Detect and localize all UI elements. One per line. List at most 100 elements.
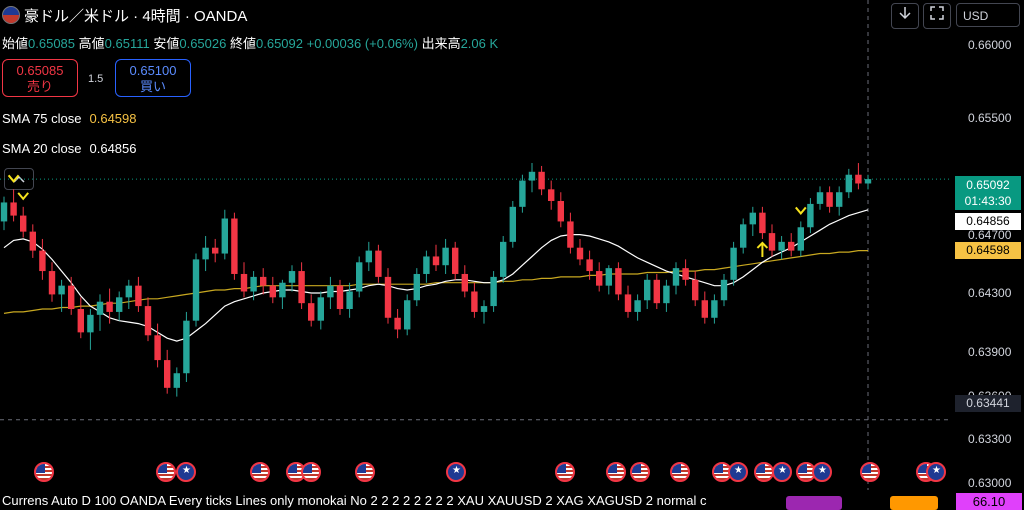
candle-body (375, 250, 382, 277)
candle-body (288, 271, 296, 283)
status-pill-purple (786, 496, 842, 510)
candle-body (77, 309, 84, 333)
us-flag-event-icon[interactable] (630, 462, 650, 482)
us-flag-event-icon[interactable] (301, 462, 321, 482)
au-flag-event-icon[interactable] (772, 462, 792, 482)
us-flag-event-icon[interactable] (555, 462, 575, 482)
low-label: 安値 (153, 36, 180, 51)
candle-body (682, 268, 689, 280)
fullscreen-icon (930, 6, 944, 20)
au-flag-event-icon[interactable] (812, 462, 832, 482)
candle-body (336, 285, 344, 310)
sma20-line (3, 209, 869, 342)
candle-body (327, 285, 334, 298)
volume-label: 出来高 (421, 36, 461, 51)
candle-body (615, 268, 622, 295)
download-button[interactable] (891, 3, 919, 29)
volume-value: 2.06 K (460, 36, 499, 51)
last-price: 0.65092 (966, 178, 1010, 192)
au-flag-event-icon[interactable] (176, 462, 196, 482)
candle-body (605, 268, 612, 286)
candle-body (480, 306, 488, 312)
candle-body (192, 259, 200, 321)
candle-body (490, 276, 497, 307)
candle-body (384, 276, 392, 318)
spread-value: 1.5 (88, 73, 104, 85)
candle-body (778, 241, 785, 251)
status-right-value: 66.10 (956, 493, 1022, 510)
us-flag-event-icon[interactable] (670, 462, 690, 482)
candle-body (826, 192, 833, 207)
us-flag-event-icon[interactable] (250, 462, 270, 482)
candle-body (461, 273, 468, 292)
indicator-status-bar: Currens Auto D 100 OANDA Every ticks Lin… (0, 493, 1024, 510)
us-flag-event-icon[interactable] (34, 462, 54, 482)
candle-body (260, 276, 267, 286)
ohlc-legend: 始値0.65085 高値0.65111 安値0.65026 終値0.65092 … (2, 33, 498, 52)
candle-body (221, 218, 228, 254)
symbol-title[interactable]: 豪ドル／米ドル · 4時間 · OANDA (24, 7, 248, 25)
candle-body (346, 291, 353, 310)
us-flag-event-icon[interactable] (355, 462, 375, 482)
signal-down-icon (795, 206, 807, 215)
candle-body (48, 271, 56, 295)
candle-body (279, 282, 286, 298)
candle-body (548, 189, 555, 201)
candle-body (125, 285, 132, 298)
currency-selector[interactable]: USD (956, 3, 1020, 27)
candle-body (356, 262, 363, 292)
candle-body (365, 250, 372, 263)
us-flag-event-icon[interactable] (754, 462, 774, 482)
sma75-label: SMA 75 close (2, 111, 82, 126)
bar-countdown: 01:43:30 (964, 194, 1012, 208)
fullscreen-button[interactable] (923, 3, 951, 29)
candle-body (500, 241, 507, 277)
candle-body (106, 301, 113, 312)
candle-body (663, 285, 670, 304)
candle-body (250, 276, 257, 292)
candle-body (58, 285, 65, 295)
us-flag-event-icon[interactable] (156, 462, 176, 482)
candle-body (87, 314, 94, 333)
candle-body (624, 294, 632, 312)
au-flag-event-icon[interactable] (446, 462, 466, 482)
sma20-legend[interactable]: SMA 20 close 0.64856 (2, 141, 137, 156)
sell-label: 売り (26, 79, 53, 94)
candle-body (423, 256, 430, 274)
candle-body (452, 247, 459, 274)
candle-body (749, 212, 756, 225)
candle-body (845, 174, 852, 193)
sma75-legend[interactable]: SMA 75 close 0.64598 (2, 111, 137, 126)
candle-body (135, 285, 142, 307)
price-tick-label: 0.65500 (968, 111, 1012, 126)
low-value: 0.65026 (179, 36, 227, 51)
candle-body (442, 247, 449, 266)
signal-down-icon (7, 174, 20, 183)
candle-body (39, 250, 46, 272)
candle-body (711, 300, 718, 318)
candle-body (432, 256, 440, 266)
close-label: 終値 (229, 36, 256, 51)
candle-body (788, 241, 795, 251)
candle-body (298, 271, 305, 304)
candle-body (740, 224, 747, 248)
candle-body (269, 285, 276, 298)
candle-body (154, 335, 161, 361)
sell-button[interactable]: 0.65085 売り (2, 59, 78, 97)
candle-body (240, 273, 248, 292)
au-flag-event-icon[interactable] (728, 462, 748, 482)
us-flag-event-icon[interactable] (606, 462, 626, 482)
au-flag-event-icon[interactable] (926, 462, 946, 482)
us-flag-event-icon[interactable] (860, 462, 880, 482)
candle-body (653, 279, 660, 304)
buy-button[interactable]: 0.65100 買い (115, 59, 191, 97)
price-tick-label: 0.64700 (968, 228, 1012, 243)
candle-body (173, 373, 180, 388)
status-pill-orange (890, 496, 938, 510)
symbol-title-row[interactable]: 豪ドル／米ドル · 4時間 · OANDA (2, 4, 247, 26)
candle-body (10, 202, 17, 216)
status-bar-text: Currens Auto D 100 OANDA Every ticks Lin… (2, 493, 707, 508)
price-tick-label: 0.63900 (968, 344, 1012, 359)
close-value: 0.65092 (256, 36, 303, 51)
